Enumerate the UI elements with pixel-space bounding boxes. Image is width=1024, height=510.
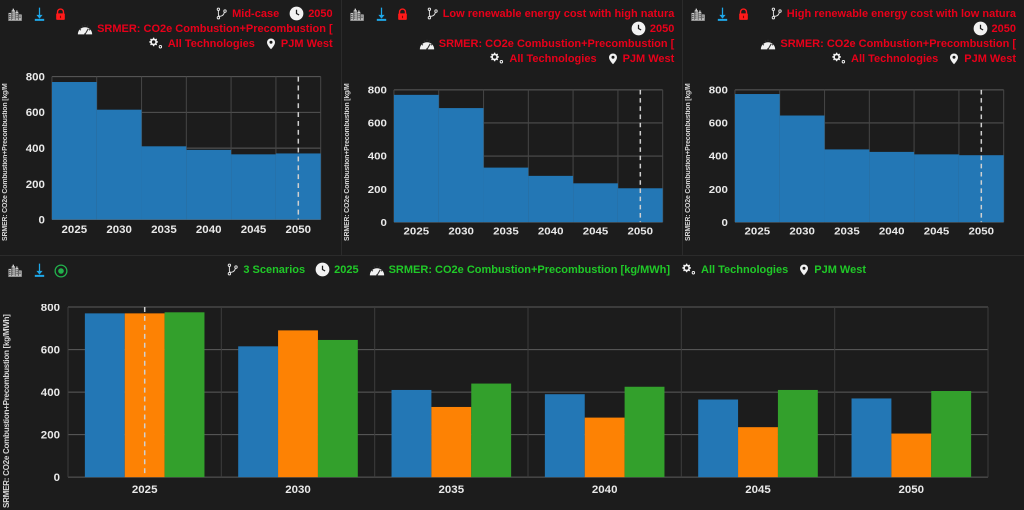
svg-text:2035: 2035 (493, 226, 519, 237)
svg-text:2045: 2045 (924, 226, 950, 237)
svg-text:2030: 2030 (285, 484, 311, 496)
svg-text:400: 400 (41, 387, 60, 399)
svg-text:800: 800 (26, 72, 45, 84)
svg-text:2050: 2050 (899, 484, 925, 496)
svg-text:600: 600 (367, 118, 386, 129)
svg-text:0: 0 (39, 215, 45, 227)
svg-text:800: 800 (367, 85, 386, 96)
svg-text:2025: 2025 (62, 224, 88, 236)
svg-text:2050: 2050 (286, 224, 312, 236)
svg-text:600: 600 (26, 107, 45, 119)
svg-text:800: 800 (41, 304, 60, 314)
svg-text:2030: 2030 (448, 226, 474, 237)
svg-text:2025: 2025 (403, 226, 429, 237)
svg-text:400: 400 (709, 151, 728, 162)
svg-text:2040: 2040 (879, 226, 905, 237)
svg-text:2045: 2045 (241, 224, 267, 236)
svg-text:2040: 2040 (592, 484, 618, 496)
svg-text:2045: 2045 (582, 226, 608, 237)
svg-text:2040: 2040 (538, 226, 564, 237)
svg-text:2050: 2050 (627, 226, 653, 237)
svg-text:2035: 2035 (151, 224, 177, 236)
svg-text:0: 0 (380, 217, 386, 228)
svg-text:200: 200 (367, 184, 386, 195)
svg-text:2025: 2025 (745, 226, 771, 237)
svg-text:200: 200 (709, 184, 728, 195)
svg-text:2045: 2045 (745, 484, 771, 496)
svg-text:2040: 2040 (196, 224, 222, 236)
svg-text:2035: 2035 (439, 484, 465, 496)
svg-text:2025: 2025 (132, 484, 158, 496)
svg-text:600: 600 (709, 118, 728, 129)
svg-text:2030: 2030 (790, 226, 816, 237)
svg-text:200: 200 (26, 179, 45, 191)
svg-text:400: 400 (26, 143, 45, 155)
svg-text:400: 400 (367, 151, 386, 162)
svg-text:0: 0 (54, 472, 60, 484)
svg-text:0: 0 (722, 217, 728, 228)
svg-text:2050: 2050 (969, 226, 995, 237)
svg-text:800: 800 (709, 85, 728, 96)
svg-text:200: 200 (41, 430, 60, 442)
svg-text:2035: 2035 (835, 226, 861, 237)
svg-text:600: 600 (41, 345, 60, 357)
svg-text:2030: 2030 (106, 224, 132, 236)
